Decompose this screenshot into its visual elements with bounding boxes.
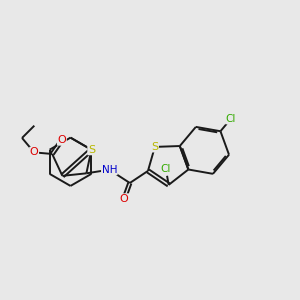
Text: O: O [120,194,128,204]
Text: Cl: Cl [161,164,171,174]
Text: S: S [151,142,158,152]
Text: O: O [58,135,66,145]
Text: O: O [30,147,38,158]
Text: Cl: Cl [226,114,236,124]
Text: NH: NH [102,165,117,175]
Text: S: S [88,145,95,155]
